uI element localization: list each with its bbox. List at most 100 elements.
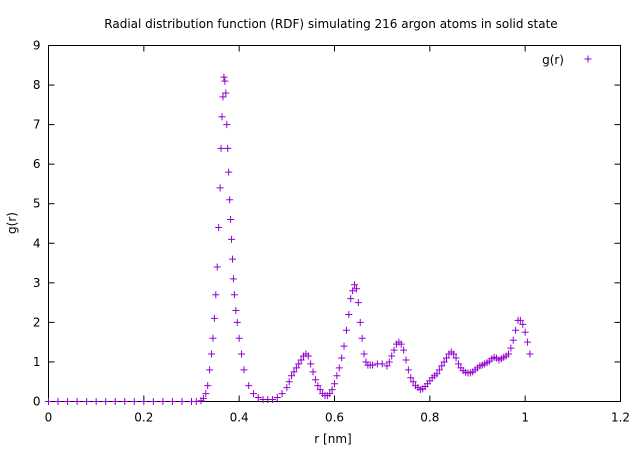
y-tick-label: 1 — [33, 355, 41, 369]
axis-tick-labels: 0 0.2 0.4 0.6 0.8 1 1.2 0 1 2 3 4 5 6 7 8 9 — [33, 39, 630, 425]
data-point — [204, 382, 212, 390]
data-point — [307, 360, 315, 368]
data-point — [407, 374, 415, 382]
data-point — [92, 398, 100, 405]
data-point — [504, 350, 512, 358]
data-point — [216, 184, 224, 192]
data-point — [229, 275, 237, 283]
data-point — [102, 398, 110, 405]
data-point — [433, 370, 441, 378]
data-point — [223, 121, 231, 129]
data-point — [220, 73, 228, 81]
data-point — [210, 314, 218, 322]
data-point — [316, 386, 324, 394]
y-tick-label: 4 — [33, 236, 41, 250]
data-point — [526, 350, 534, 358]
x-tick-label: 0 — [45, 411, 53, 425]
data-point — [208, 350, 216, 358]
data-point — [83, 398, 91, 405]
data-point — [328, 386, 336, 394]
data-point — [222, 89, 230, 97]
data-point — [385, 358, 393, 366]
data-point — [228, 235, 236, 243]
data-point — [130, 398, 138, 405]
data-point — [192, 398, 200, 405]
y-tick-label: 8 — [33, 78, 41, 92]
data-point — [340, 342, 348, 350]
data-point — [245, 382, 253, 390]
data-point — [228, 255, 236, 263]
data-point — [218, 113, 226, 121]
data-point — [524, 338, 532, 346]
data-point — [209, 334, 217, 342]
data-point — [226, 196, 234, 204]
data-point — [45, 398, 52, 405]
x-tick-label: 0.2 — [134, 411, 153, 425]
data-point — [358, 334, 366, 342]
legend-plus-marker — [584, 55, 592, 63]
data-point — [111, 398, 119, 405]
data-point — [521, 328, 529, 336]
data-point — [326, 390, 334, 398]
data-point — [54, 398, 62, 405]
chart-title: Radial distribution function (RDF) simul… — [104, 17, 557, 31]
y-tick-label: 0 — [33, 395, 41, 409]
data-point — [232, 307, 240, 315]
data-point — [288, 372, 296, 380]
data-point — [314, 382, 322, 390]
data-point — [390, 346, 398, 354]
y-tick-label: 6 — [33, 157, 41, 171]
data-point — [404, 366, 412, 374]
data-point — [333, 372, 341, 380]
data-point — [213, 263, 221, 271]
x-axis-label: r [nm] — [314, 432, 351, 446]
data-point — [309, 368, 317, 376]
data-point — [178, 398, 186, 405]
data-point — [230, 291, 238, 299]
legend: g(r) — [542, 53, 592, 67]
data-point — [221, 77, 229, 85]
data-point — [202, 390, 210, 398]
data-point — [199, 394, 207, 402]
data-point — [273, 394, 281, 402]
data-point — [349, 287, 357, 295]
data-point — [297, 356, 305, 364]
data-point — [335, 364, 343, 372]
data-point — [331, 380, 338, 388]
x-tick-label: 0.8 — [420, 411, 439, 425]
x-tick-label: 0.6 — [325, 411, 344, 425]
data-point — [354, 299, 362, 307]
data-point — [351, 281, 359, 289]
data-point — [378, 360, 386, 368]
data-point — [215, 223, 223, 231]
data-point — [240, 366, 248, 374]
data-point — [512, 326, 520, 334]
data-point — [233, 318, 241, 326]
data-point — [304, 352, 312, 360]
data-point — [388, 352, 396, 360]
data-point — [440, 358, 448, 366]
y-tick-label: 3 — [33, 276, 41, 290]
data-points — [45, 73, 534, 405]
data-point — [345, 310, 353, 318]
x-tick-label: 1 — [521, 411, 529, 425]
data-point — [206, 366, 214, 374]
data-point — [290, 368, 298, 376]
data-point — [224, 144, 232, 152]
plot-frame — [48, 45, 621, 402]
data-point — [149, 398, 157, 405]
data-point — [295, 360, 303, 368]
data-point — [73, 398, 81, 405]
data-point — [311, 376, 319, 384]
legend-label: g(r) — [542, 53, 564, 67]
data-point — [397, 340, 405, 348]
legend-marker — [584, 55, 592, 63]
data-point — [283, 384, 291, 392]
data-point — [443, 354, 451, 362]
data-point — [454, 360, 462, 368]
data-point — [338, 354, 346, 362]
data-point — [140, 398, 148, 405]
y-tick-label: 7 — [33, 118, 41, 132]
data-point — [360, 350, 368, 358]
